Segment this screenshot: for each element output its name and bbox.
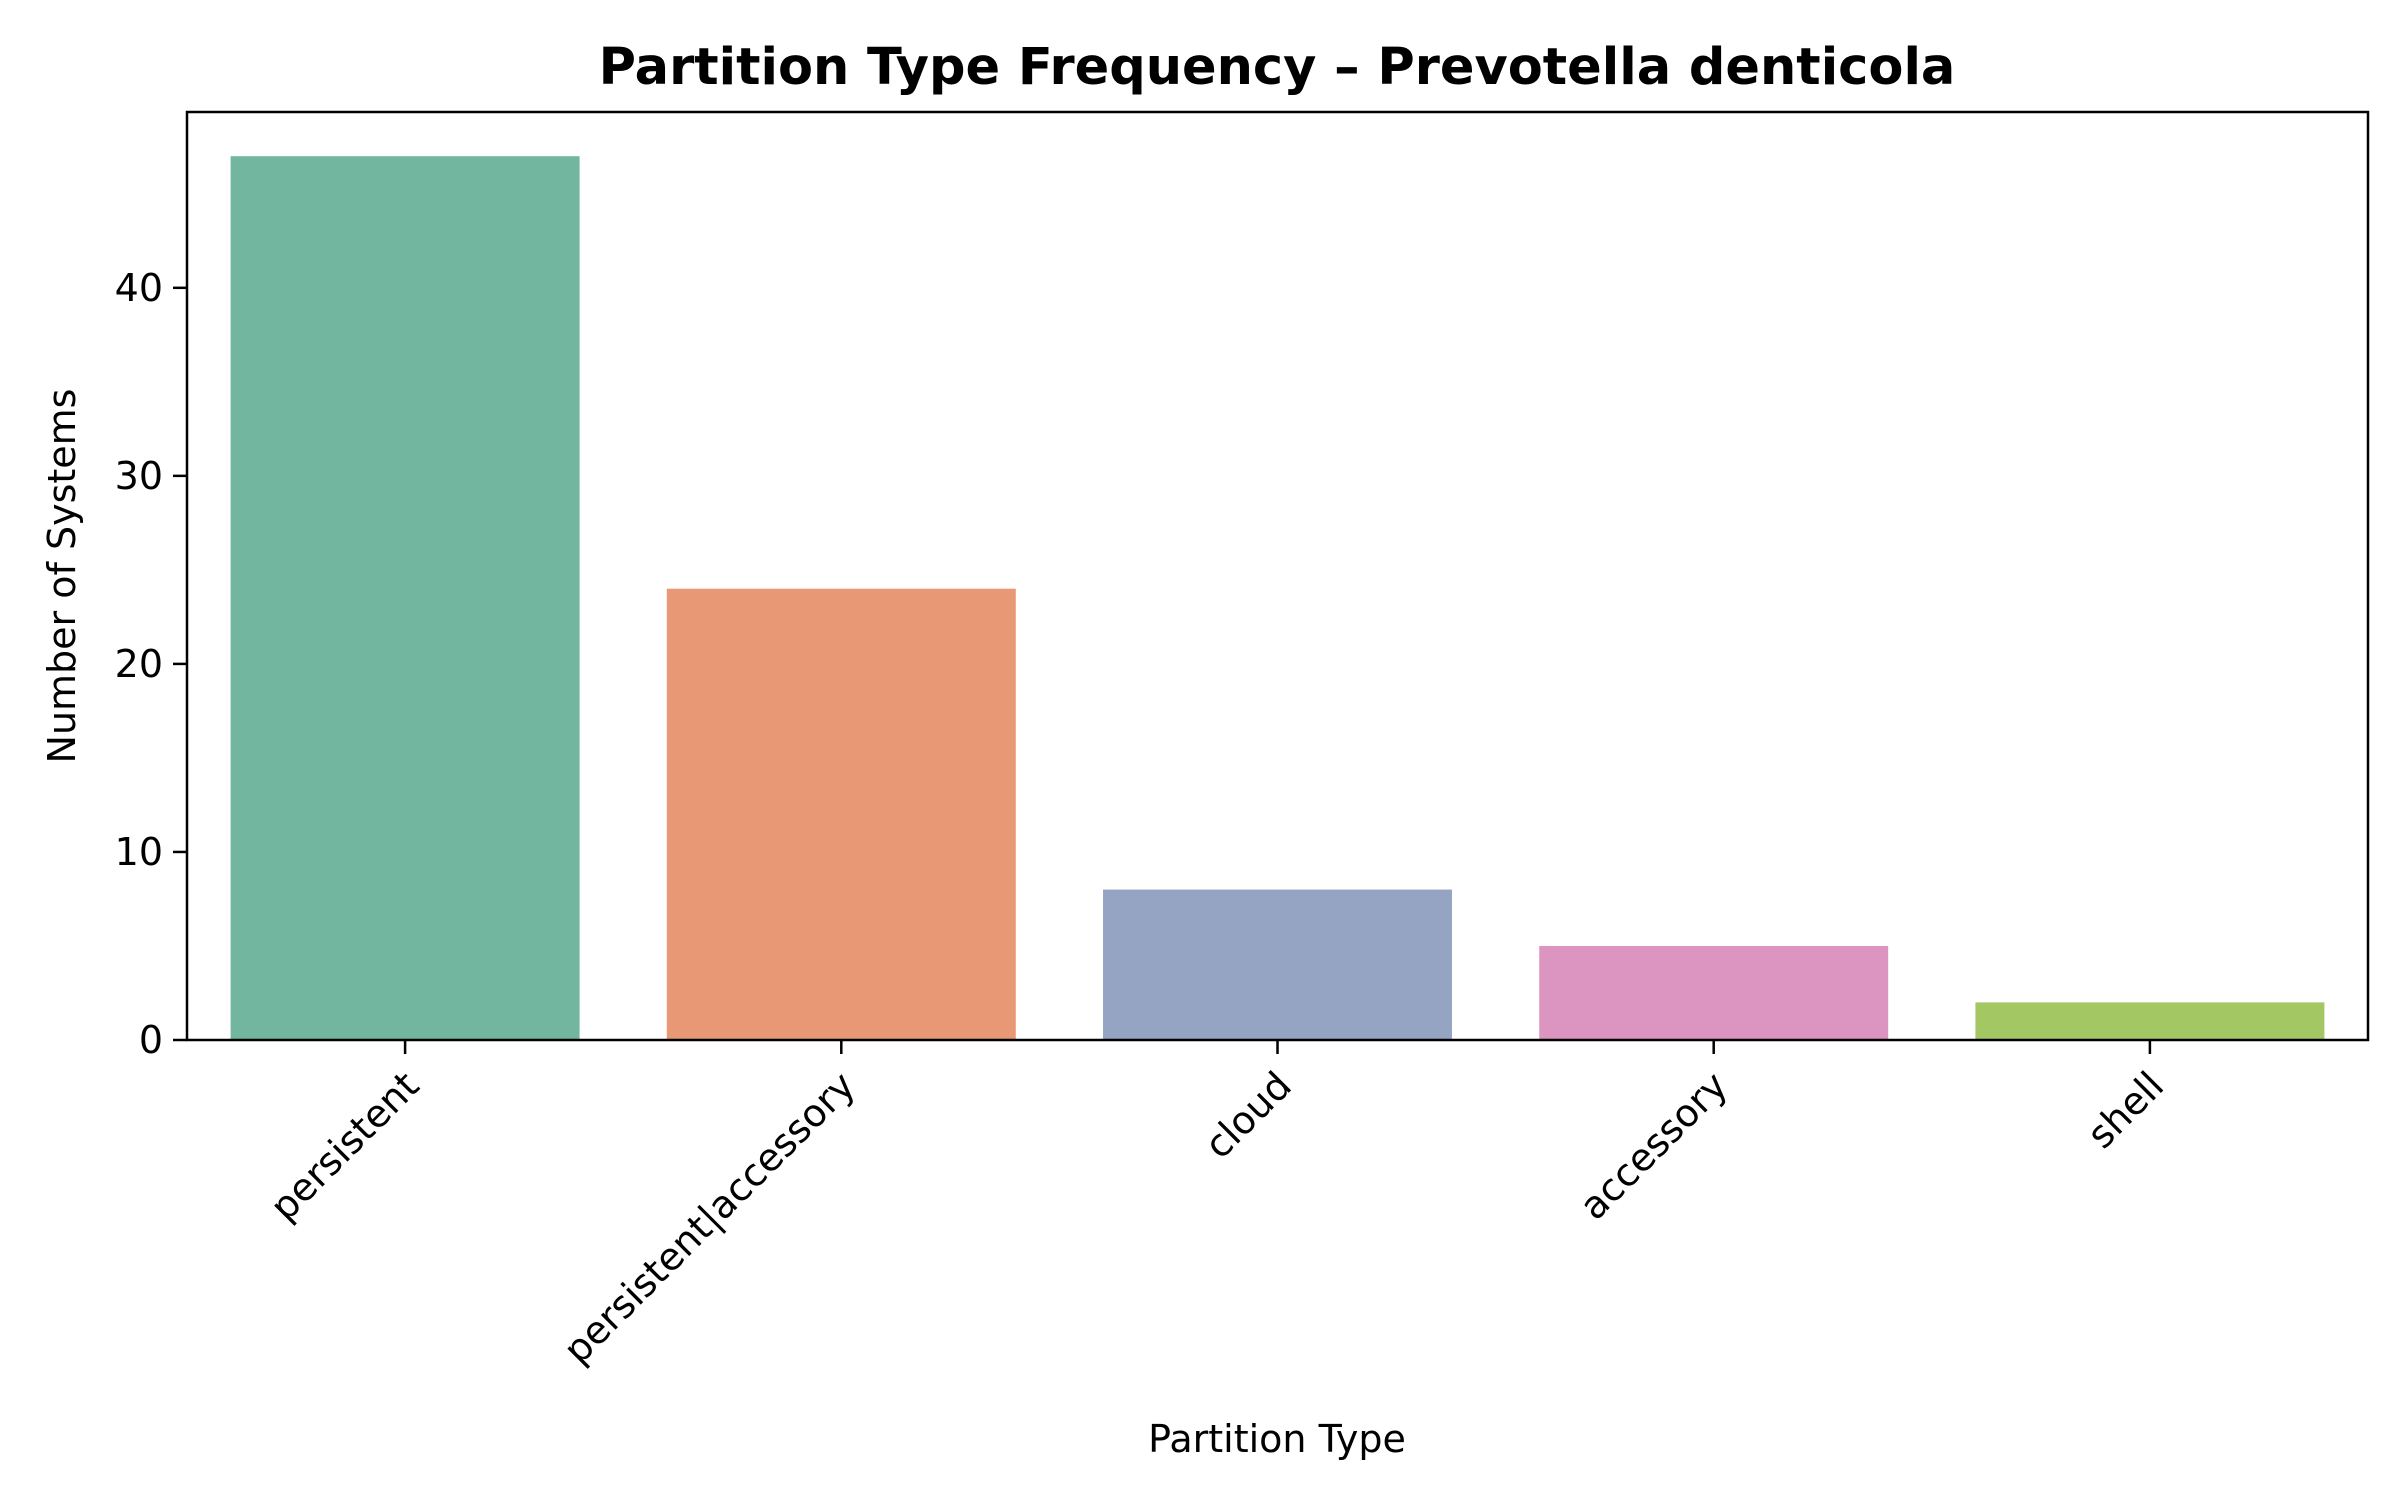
y-axis-label: Number of Systems: [40, 389, 84, 764]
x-tick-label: persistent|accessory: [555, 1063, 865, 1373]
x-tick-label: cloud: [1196, 1063, 1300, 1167]
bar-cloud: [1103, 889, 1452, 1040]
x-axis-label: Partition Type: [1148, 1417, 1406, 1461]
chart-title: Partition Type Frequency – Prevotella de…: [599, 38, 1956, 97]
x-tick-label: accessory: [1571, 1063, 1736, 1228]
x-axis-ticks: persistent persistent|accessory cloud acces…: [262, 1040, 2173, 1373]
bar-persistent: [230, 156, 580, 1040]
y-tick-label: 0: [139, 1018, 163, 1062]
bar-shell: [1975, 1002, 2325, 1040]
y-tick-label: 10: [115, 830, 163, 874]
y-axis-ticks: 0 10 20 30 40: [115, 266, 187, 1062]
bar-accessory: [1539, 945, 1889, 1040]
bars-group: [230, 156, 2325, 1040]
y-tick-label: 20: [115, 642, 163, 686]
y-tick-label: 40: [115, 266, 163, 310]
x-tick-label: shell: [2079, 1063, 2173, 1157]
y-tick-label: 30: [115, 454, 163, 498]
bar-persistent-accessory: [666, 588, 1016, 1040]
x-tick-label: persistent: [262, 1063, 428, 1229]
